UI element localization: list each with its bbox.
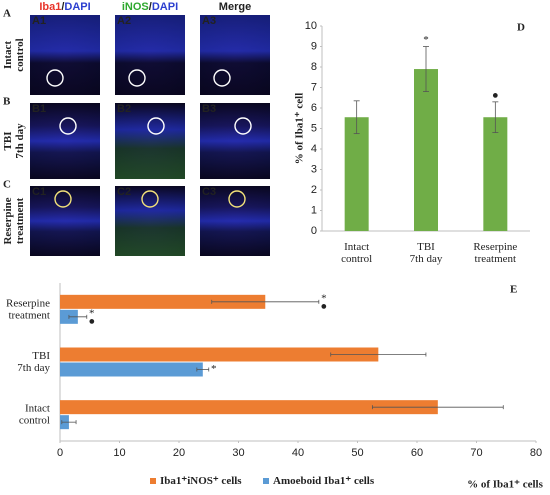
micrograph-shade <box>200 186 270 256</box>
column-header-part: / <box>149 1 152 13</box>
row-letter: B <box>3 96 11 108</box>
y-tick-label: Intact control <box>19 402 50 426</box>
x-tick-label: 10 <box>113 447 125 459</box>
panel-label: C2 <box>117 186 131 198</box>
column-header: iNOS/DAPI <box>122 1 178 13</box>
bar <box>60 347 379 362</box>
panel-label: B1 <box>32 103 46 115</box>
x-tick-label: Intact control <box>341 240 372 264</box>
micrograph-shade <box>115 186 185 256</box>
row-label: Reserpinetreatment <box>1 197 25 244</box>
column-header-part: DAPI <box>152 1 178 13</box>
y-tick-label: 1 <box>311 204 317 216</box>
annotation: * <box>211 363 217 375</box>
roi-circle <box>228 190 246 208</box>
legend-swatch <box>263 478 269 484</box>
bar <box>483 117 508 231</box>
column-header: Iba1/DAPI <box>39 1 90 13</box>
y-tick-label: 6 <box>311 102 317 114</box>
bar <box>414 69 438 231</box>
micrograph-shade <box>30 103 100 179</box>
x-tick-label: Reserpine treatment <box>473 240 517 264</box>
bar <box>344 117 369 231</box>
legend-label: Iba1⁺iNOS⁺ cells <box>160 475 242 487</box>
annotation: * <box>321 292 327 304</box>
roi-circle <box>59 117 77 135</box>
roi-circle <box>141 190 159 208</box>
panel-letter: D <box>517 22 525 34</box>
x-tick-label: 20 <box>173 447 185 459</box>
annotation: * <box>423 34 429 46</box>
panel-label: B2 <box>117 103 131 115</box>
x-tick-label: 50 <box>351 447 363 459</box>
bar <box>60 362 203 377</box>
y-tick-label: 5 <box>311 122 317 134</box>
chart-d: D 0 1 2 3 4 5 6 7 8 9 10 % of Iba1⁺ cell Intact contro… <box>294 20 530 265</box>
roi-circle <box>46 69 64 87</box>
bar <box>60 400 438 415</box>
chart-e: E 0 10 20 30 40 50 60 70 80 % of Iba1⁺ cells Intact… <box>6 283 544 491</box>
y-tick-label: 0 <box>311 225 317 237</box>
y-axis-label: % of Iba1⁺ cell <box>294 93 306 165</box>
column-header-part: DAPI <box>64 1 90 13</box>
x-tick-label: 40 <box>292 447 304 459</box>
row-letter: C <box>3 179 11 191</box>
micrograph-shade <box>200 15 270 95</box>
column-header: Merge <box>219 1 251 13</box>
y-tick-label: 8 <box>311 61 317 73</box>
y-tick-label: 9 <box>311 40 317 52</box>
y-tick-label: Reserpine treatment <box>6 297 50 321</box>
x-axis-label: % of Iba1⁺ cells <box>467 479 543 491</box>
x-tick-label: TBI 7th day <box>410 240 443 264</box>
x-tick-label: 30 <box>232 447 244 459</box>
x-tick-label: 80 <box>530 447 542 459</box>
panel-label: C1 <box>32 186 46 198</box>
y-tick-label: 2 <box>311 184 317 196</box>
y-tick-label: 3 <box>311 163 317 175</box>
panel-label: A1 <box>32 15 46 27</box>
row-letter: A <box>3 8 11 20</box>
x-tick-label: 70 <box>470 447 482 459</box>
roi-circle <box>234 117 252 135</box>
roi-circle <box>54 190 72 208</box>
column-header-part: / <box>61 1 64 13</box>
roi-circle <box>147 117 165 135</box>
legend-label: Amoeboid Iba1⁺ cells <box>273 475 375 487</box>
micrograph-shade <box>30 15 100 95</box>
roi-circle <box>128 69 146 87</box>
column-header-part: Merge <box>219 1 251 13</box>
panel-letter: E <box>510 284 517 296</box>
micrograph-shade <box>30 186 100 256</box>
panel-label: B3 <box>202 103 216 115</box>
micrograph-shade <box>200 103 270 179</box>
y-tick-label: 4 <box>311 143 317 155</box>
annotation: ● <box>492 89 499 101</box>
panel-label: C3 <box>202 186 216 198</box>
row-label: TBI7th day <box>1 123 25 159</box>
micrograph-shade <box>115 15 185 95</box>
micrograph-shade <box>115 103 185 179</box>
x-tick-label: 60 <box>411 447 423 459</box>
annotation: ● <box>88 315 95 327</box>
y-tick-label: TBI 7th day <box>17 349 50 373</box>
annotation: * <box>89 307 95 319</box>
panel-label: A2 <box>117 15 131 27</box>
roi-circle <box>213 69 231 87</box>
annotation: ● <box>320 300 327 312</box>
panel-label: A3 <box>202 15 216 27</box>
bar <box>60 294 266 309</box>
y-tick-label: 10 <box>305 20 317 32</box>
row-label: Intactcontrol <box>1 38 25 71</box>
column-header-part: iNOS <box>122 1 149 13</box>
column-header-part: Iba1 <box>39 1 61 13</box>
legend-swatch <box>150 478 156 484</box>
y-tick-label: 7 <box>311 81 317 93</box>
x-tick-label: 0 <box>57 447 63 459</box>
